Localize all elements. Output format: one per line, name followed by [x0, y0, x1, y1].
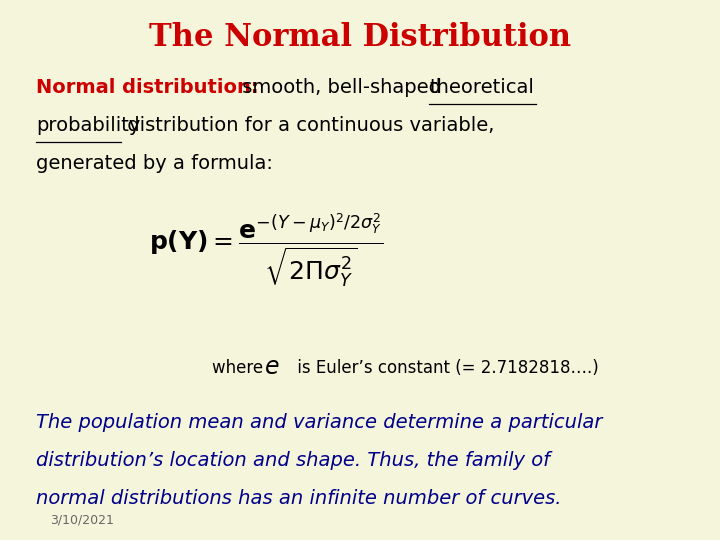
Text: distribution’s location and shape. Thus, the family of: distribution’s location and shape. Thus,… [36, 451, 550, 470]
Text: is Euler’s constant (= 2.7182818….): is Euler’s constant (= 2.7182818….) [292, 359, 598, 377]
Text: $\mathit{e}$: $\mathit{e}$ [264, 356, 280, 380]
Text: The Normal Distribution: The Normal Distribution [149, 22, 571, 52]
Text: The population mean and variance determine a particular: The population mean and variance determi… [36, 413, 603, 432]
Text: 3/10/2021: 3/10/2021 [50, 514, 114, 526]
Text: probability: probability [36, 116, 140, 135]
Text: distribution for a continuous variable,: distribution for a continuous variable, [121, 116, 495, 135]
Text: normal distributions has an infinite number of curves.: normal distributions has an infinite num… [36, 489, 562, 508]
Text: where: where [212, 359, 269, 377]
Text: $\mathbf{p(Y)} = \dfrac{\mathbf{e}^{-(Y-\mu_Y)^2 / 2\sigma_Y^2}}{\sqrt{2\Pi\sigm: $\mathbf{p(Y)} = \dfrac{\mathbf{e}^{-(Y-… [149, 212, 384, 290]
Text: smooth, bell-shaped: smooth, bell-shaped [236, 78, 447, 97]
Text: Normal distribution:: Normal distribution: [36, 78, 258, 97]
Text: theoretical: theoretical [429, 78, 534, 97]
Text: generated by a formula:: generated by a formula: [36, 154, 273, 173]
